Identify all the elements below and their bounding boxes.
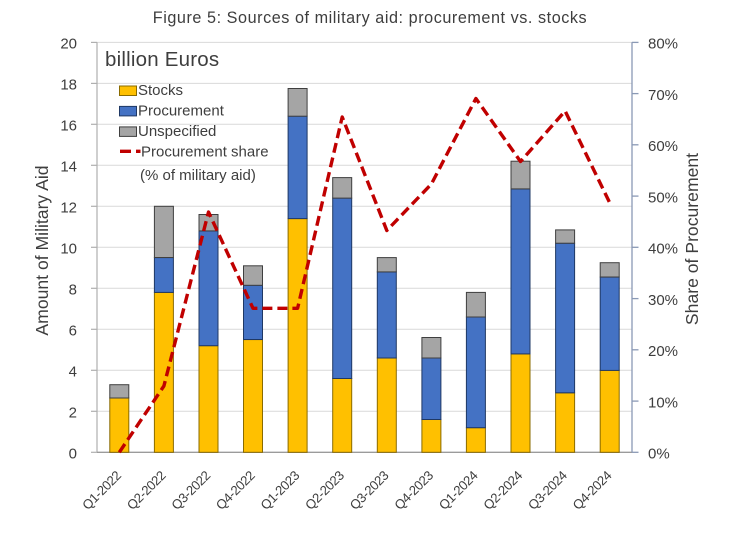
svg-text:Amount of Military Aid: Amount of Military Aid (32, 165, 52, 335)
svg-text:60%: 60% (648, 138, 678, 155)
svg-text:16: 16 (60, 118, 77, 135)
svg-text:0%: 0% (648, 446, 670, 463)
svg-text:50%: 50% (648, 189, 678, 206)
svg-text:8: 8 (69, 282, 77, 299)
svg-text:Stocks: Stocks (138, 82, 183, 99)
svg-text:12: 12 (60, 200, 77, 217)
svg-text:18: 18 (60, 77, 77, 94)
svg-text:14: 14 (60, 159, 77, 176)
svg-text:30%: 30% (648, 292, 678, 309)
svg-text:Procurement: Procurement (138, 102, 225, 119)
svg-text:Unspecified: Unspecified (138, 123, 216, 140)
svg-text:40%: 40% (648, 241, 678, 258)
svg-text:10: 10 (60, 241, 77, 258)
svg-text:20%: 20% (648, 343, 678, 360)
svg-text:billion Euros: billion Euros (105, 48, 219, 71)
svg-text:Figure 5: Sources of military: Figure 5: Sources of military aid: procu… (153, 9, 587, 27)
svg-text:4: 4 (69, 364, 77, 381)
svg-text:10%: 10% (648, 394, 678, 411)
svg-text:Share of Procurement: Share of Procurement (682, 153, 702, 325)
svg-text:Procurement share: Procurement share (141, 143, 269, 160)
svg-text:80%: 80% (648, 36, 678, 53)
svg-text:(% of military aid): (% of military aid) (140, 167, 256, 184)
svg-text:2: 2 (69, 405, 77, 422)
svg-text:20: 20 (60, 36, 77, 53)
svg-text:70%: 70% (648, 87, 678, 104)
svg-text:6: 6 (69, 323, 77, 340)
svg-text:0: 0 (69, 446, 77, 463)
